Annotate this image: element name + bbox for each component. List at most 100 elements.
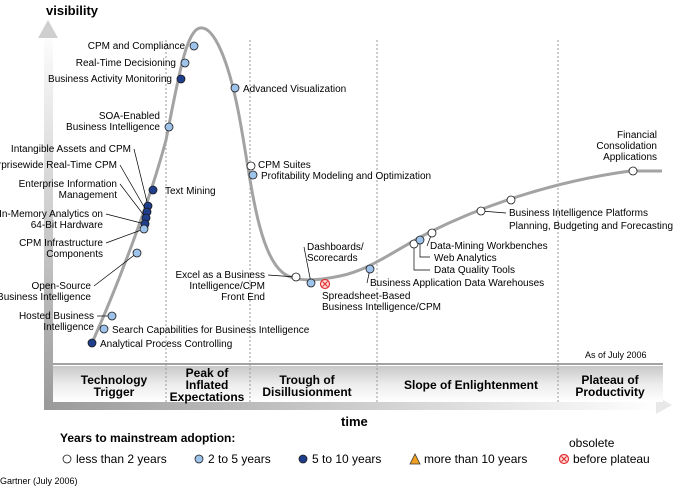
technology-item: Excel as a Business Intelligence/CPM Front…	[176, 270, 301, 303]
technology-item: Advanced Visualization	[230, 83, 346, 95]
leader-line	[419, 240, 430, 258]
legend-item-gt10: more than 10 years	[409, 452, 527, 466]
technology-item: Data Quality Tools	[409, 239, 515, 276]
legend-dot	[194, 454, 204, 464]
technology-item: Spreadsheet-Based Business Intelligence/C…	[319, 278, 441, 313]
maturity-dot	[291, 272, 301, 282]
maturity-dot	[99, 324, 109, 334]
technology-label: Business Intelligence Platforms	[509, 208, 648, 219]
phase-label-slope: Slope of Enlightenment	[404, 378, 538, 392]
maturity-dot	[306, 278, 316, 288]
legend-label: 2 to 5 years	[208, 452, 271, 466]
leader-line	[267, 274, 297, 278]
maturity-dot	[415, 235, 425, 245]
x-axis-bar	[44, 401, 660, 410]
technology-item: CPM Suites	[246, 160, 311, 171]
phase-label-plateau: Plateau of Productivity	[575, 373, 645, 399]
phase-separators	[165, 40, 559, 404]
legend-dot	[298, 454, 308, 464]
technology-label: Hosted Business Intelligence	[19, 311, 94, 333]
maturity-dot	[365, 264, 375, 274]
maturity-dot	[628, 166, 638, 176]
technology-label: Profitability Modeling and Optimization	[261, 171, 431, 182]
leader-line	[303, 246, 312, 284]
technology-label: Enterprise Information Management	[19, 179, 118, 201]
technology-label: Financial Consolidation Applications	[596, 130, 657, 163]
technology-label: Intangible Assets and CPM	[11, 144, 131, 155]
legend-cross	[561, 456, 567, 462]
technology-label: Open-Source Business Intelligence	[0, 281, 91, 303]
technology-item: Open-Source Business Intelligence	[0, 248, 142, 303]
technology-item: Business Activity Monitoring	[48, 74, 186, 85]
leader-line	[105, 213, 146, 225]
legend-item-lt2: less than 2 years	[62, 452, 167, 466]
technology-label: Dashboards/Scorecards	[307, 242, 364, 264]
legend-dot	[62, 454, 72, 464]
leader-line	[413, 244, 430, 271]
technology-label: Data-Mining Workbenches	[430, 241, 548, 252]
technology-item: Web Analytics	[415, 235, 497, 264]
technology-item: In-Memory Analytics on 64-Bit Hardware	[0, 209, 150, 231]
technology-item: Planning, Budgeting and Forecasting	[506, 195, 673, 232]
x-axis-label: time	[341, 414, 368, 429]
maturity-dot	[132, 248, 142, 258]
leader-line	[105, 228, 145, 244]
technology-label: SOA-Enabled Business Intelligence	[66, 111, 160, 133]
phase-label-trigger: Technology Trigger	[81, 373, 148, 399]
maturity-dot	[246, 161, 256, 171]
legend-label: before plateau	[573, 452, 650, 466]
technology-item: Business Application Data Warehouses	[365, 264, 544, 289]
technology-item: Analytical Process Controlling	[87, 338, 232, 350]
leader-line	[133, 148, 149, 207]
technology-label: Web Analytics	[434, 253, 497, 264]
maturity-dot	[107, 311, 117, 321]
technology-label: Real-Time Decisioning	[76, 58, 176, 69]
maturity-dot	[148, 185, 158, 195]
maturity-dot	[180, 58, 190, 68]
y-axis-label: visibility	[46, 3, 99, 18]
phase-label-peak: Peak of Inflated Expectations	[170, 366, 245, 404]
technology-label: Search Capabilities for Business Intelli…	[112, 325, 310, 336]
legend-label: obsolete	[569, 436, 615, 450]
technology-item: Dashboards/Scorecards	[303, 242, 364, 288]
as-of-date: As of July 2006	[585, 350, 647, 360]
maturity-dot	[139, 224, 149, 234]
cross-mark	[322, 281, 328, 287]
y-axis-arrow	[38, 20, 58, 38]
legend: Years to mainstream adoption: less than 2…	[60, 431, 650, 466]
maturity-dot	[476, 206, 486, 216]
legend-item-5to10: 5 to 10 years	[298, 452, 381, 466]
legend-label: more than 10 years	[424, 452, 527, 466]
technology-item: CPM and Compliance	[88, 41, 199, 52]
technology-label: Text Mining	[165, 186, 216, 197]
maturity-dot	[248, 170, 258, 180]
technology-label: In-Memory Analytics on 64-Bit Hardware	[0, 209, 103, 231]
technology-item: Real-Time Decisioning	[76, 58, 190, 69]
phase-label-trough: Trough of Disillusionment	[262, 373, 351, 399]
legend-label: 5 to 10 years	[312, 452, 381, 466]
maturity-dot	[87, 338, 97, 348]
technology-label: Data Quality Tools	[434, 265, 515, 276]
technology-label: CPM Suites	[258, 160, 311, 171]
legend-triangle	[409, 453, 421, 465]
source-credit: Gartner (July 2006)	[0, 476, 78, 486]
technology-item: CPM Infrastructure Components	[19, 224, 149, 260]
technology-label: Excel as a Business Intelligence/CPM Front…	[176, 270, 266, 303]
legend-item-2to5: 2 to 5 years	[194, 452, 271, 466]
technology-item: Financial Consolidation Applications	[596, 130, 657, 176]
technology-label: Advanced Visualization	[243, 84, 346, 95]
technology-markers: CPM and Compliance Real-Time Decisioning B…	[0, 41, 673, 350]
maturity-dot	[164, 122, 174, 132]
maturity-dot	[506, 195, 516, 205]
technology-label: Analytical Process Controlling	[100, 339, 232, 350]
legend-title: Years to mainstream adoption:	[60, 431, 235, 445]
maturity-dot	[176, 74, 186, 84]
technology-label: Business Activity Monitoring	[48, 74, 172, 85]
technology-label: Spreadsheet-Based Business Intelligence/C…	[322, 291, 441, 313]
technology-item: Profitability Modeling and Optimization	[248, 170, 431, 182]
leader-line	[119, 183, 147, 219]
leader-line	[119, 164, 148, 213]
maturity-dot	[230, 83, 240, 93]
maturity-dot	[409, 239, 419, 249]
